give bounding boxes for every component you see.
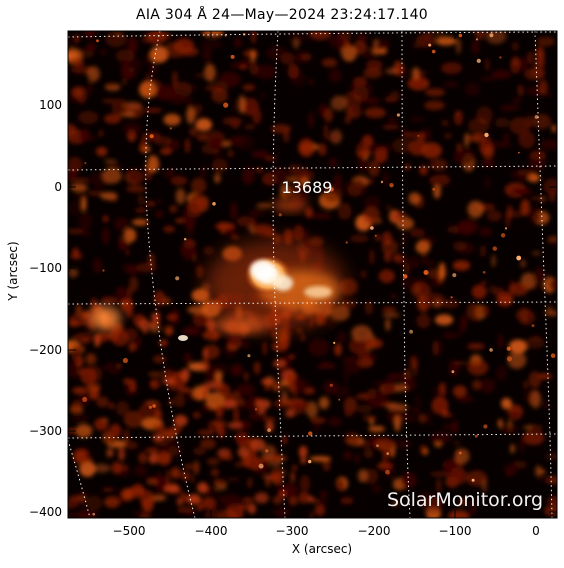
- y-axis: [68, 104, 557, 513]
- y-tick-label: −300: [29, 424, 62, 438]
- y-tick-label: 0: [54, 180, 62, 194]
- x-tick-label: −500: [113, 524, 146, 538]
- active-region: [89, 198, 345, 341]
- x-tick-label: −300: [276, 524, 309, 538]
- x-tick-labels: −500 −400 −300 −200 −100 0: [113, 524, 540, 538]
- coordinate-grid: [68, 31, 557, 518]
- plot-title: AIA 304 Å 24—May—2024 23:24:17.140: [135, 7, 429, 23]
- x-tick-label: −400: [195, 524, 228, 538]
- y-tick-labels: 100 0 −100 −200 −300 −400: [29, 98, 62, 519]
- y-axis-label: Y (arcsec): [6, 241, 20, 301]
- plot-frame: [67, 30, 558, 519]
- watermark: SolarMonitor.org: [387, 489, 543, 511]
- active-region-label: 13689: [282, 178, 333, 197]
- y-tick-label: −200: [29, 343, 62, 357]
- x-tick-label: −200: [358, 524, 391, 538]
- x-axis-label: X (arcsec): [291, 542, 353, 556]
- x-tick-label: −100: [439, 524, 472, 538]
- x-tick-label: 0: [532, 524, 540, 538]
- y-tick-label: −400: [29, 505, 62, 519]
- chromosphere-texture: 13689 SolarMonitor.org: [68, 31, 557, 518]
- y-tick-label: 100: [39, 98, 62, 112]
- x-axis: [128, 31, 537, 518]
- y-tick-label: −100: [29, 261, 62, 275]
